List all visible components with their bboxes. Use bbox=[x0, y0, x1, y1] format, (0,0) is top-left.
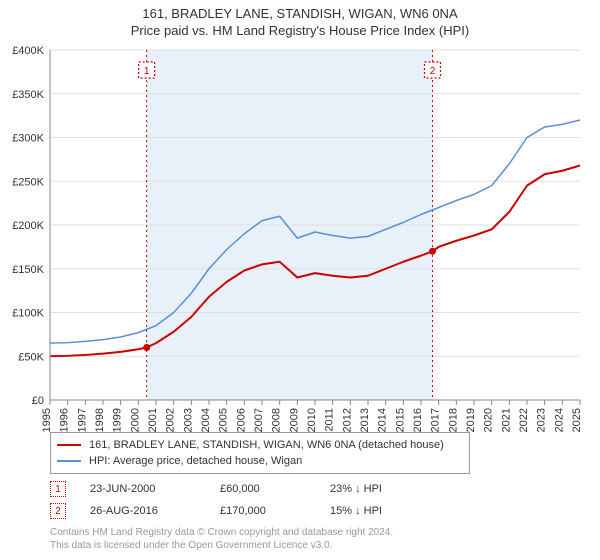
x-tick-label: 2019 bbox=[465, 408, 477, 432]
marker-date: 26-AUG-2016 bbox=[90, 505, 220, 517]
chart-area: £0£50K£100K£150K£200K£250K£300K£350K£400… bbox=[50, 50, 580, 400]
x-tick-label: 2006 bbox=[235, 408, 247, 432]
x-tick-label: 2004 bbox=[200, 408, 212, 432]
chart-subtitle: Price paid vs. HM Land Registry's House … bbox=[0, 23, 600, 38]
marker-index-box: 1 bbox=[50, 481, 66, 497]
marker-table-row: 2 26-AUG-2016£170,00015% ↓ HPI bbox=[50, 500, 440, 522]
x-tick-label: 2001 bbox=[147, 408, 159, 432]
marker-price: £60,000 bbox=[220, 483, 330, 495]
marker-delta: 23% ↓ HPI bbox=[330, 483, 440, 495]
x-tick-label: 2005 bbox=[218, 408, 230, 432]
x-tick-label: 2000 bbox=[129, 408, 141, 432]
x-tick-label: 2012 bbox=[341, 408, 353, 432]
y-tick-label: £300K bbox=[12, 133, 44, 145]
x-tick-label: 2020 bbox=[483, 408, 495, 432]
line-chart: £0£50K£100K£150K£200K£250K£300K£350K£400… bbox=[50, 50, 580, 400]
footer-line-2: This data is licensed under the Open Gov… bbox=[50, 539, 393, 552]
x-tick-label: 2002 bbox=[165, 408, 177, 432]
legend-label: 161, BRADLEY LANE, STANDISH, WIGAN, WN6 … bbox=[89, 439, 444, 451]
footer-attribution: Contains HM Land Registry data © Crown c… bbox=[50, 526, 393, 552]
x-tick-label: 2009 bbox=[288, 408, 300, 432]
y-tick-label: £150K bbox=[12, 264, 44, 276]
x-tick-label: 2021 bbox=[500, 408, 512, 432]
x-tick-label: 2008 bbox=[271, 408, 283, 432]
y-tick-label: £350K bbox=[12, 89, 44, 101]
y-tick-label: £0 bbox=[32, 395, 44, 407]
footer-line-1: Contains HM Land Registry data © Crown c… bbox=[50, 526, 393, 539]
y-tick-label: £200K bbox=[12, 220, 44, 232]
legend-swatch bbox=[57, 460, 81, 462]
marker-date: 23-JUN-2000 bbox=[90, 483, 220, 495]
legend-item: HPI: Average price, detached house, Wiga… bbox=[57, 453, 463, 469]
legend-label: HPI: Average price, detached house, Wiga… bbox=[89, 455, 302, 467]
x-tick-label: 2007 bbox=[253, 408, 265, 432]
marker-table-row: 1 23-JUN-2000£60,00023% ↓ HPI bbox=[50, 478, 440, 500]
x-tick-label: 2022 bbox=[518, 408, 530, 432]
x-tick-label: 2016 bbox=[412, 408, 424, 432]
x-tick-label: 2014 bbox=[377, 408, 389, 432]
x-tick-label: 1997 bbox=[76, 408, 88, 432]
x-tick-label: 1998 bbox=[94, 408, 106, 432]
x-tick-label: 2013 bbox=[359, 408, 371, 432]
marker-table: 1 23-JUN-2000£60,00023% ↓ HPI 2 26-AUG-2016… bbox=[50, 478, 440, 522]
marker-index-box: 2 bbox=[50, 503, 66, 519]
y-tick-label: £100K bbox=[12, 308, 44, 320]
y-tick-label: £400K bbox=[12, 45, 44, 57]
x-tick-label: 1995 bbox=[41, 408, 53, 432]
x-tick-label: 2018 bbox=[447, 408, 459, 432]
x-tick-label: 2010 bbox=[306, 408, 318, 432]
y-tick-label: £250K bbox=[12, 176, 44, 188]
chart-title: 161, BRADLEY LANE, STANDISH, WIGAN, WN6 … bbox=[0, 6, 600, 21]
x-tick-label: 1996 bbox=[59, 408, 71, 432]
legend-item: 161, BRADLEY LANE, STANDISH, WIGAN, WN6 … bbox=[57, 437, 463, 453]
x-tick-label: 2024 bbox=[553, 408, 565, 432]
x-tick-label: 2003 bbox=[182, 408, 194, 432]
y-tick-label: £50K bbox=[18, 351, 44, 363]
x-tick-label: 2011 bbox=[324, 408, 336, 432]
x-tick-label: 2015 bbox=[394, 408, 406, 432]
legend: 161, BRADLEY LANE, STANDISH, WIGAN, WN6 … bbox=[50, 432, 470, 474]
x-tick-label: 2023 bbox=[536, 408, 548, 432]
legend-swatch bbox=[57, 444, 81, 446]
marker-price: £170,000 bbox=[220, 505, 330, 517]
marker-box-label: 2 bbox=[430, 66, 436, 77]
x-tick-label: 2017 bbox=[430, 408, 442, 432]
marker-delta: 15% ↓ HPI bbox=[330, 505, 440, 517]
x-tick-label: 2025 bbox=[571, 408, 583, 432]
x-tick-label: 1999 bbox=[112, 408, 124, 432]
marker-box-label: 1 bbox=[144, 66, 150, 77]
